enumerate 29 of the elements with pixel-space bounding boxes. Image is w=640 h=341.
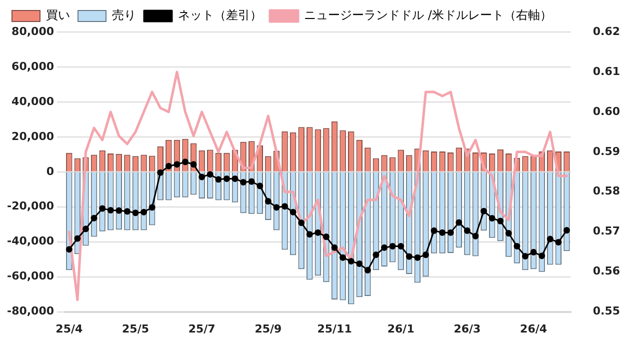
y2-tick-label: 0.60 [592, 104, 620, 118]
x-tick-label: 25/7 [188, 322, 216, 336]
x-tick-label: 26/3 [454, 322, 481, 336]
y-tick-label: 60,000 [12, 60, 54, 73]
legend-label: 買い [46, 8, 70, 22]
y-tick-label: 20,000 [12, 130, 54, 143]
y-tick-label: -60,000 [7, 270, 54, 283]
x-tick-label: 25/9 [254, 322, 282, 336]
y2-tick-label: 0.56 [592, 264, 620, 278]
y2-tick-label: 0.59 [592, 144, 620, 158]
y2-tick-label: 0.57 [592, 224, 620, 238]
x-tick-label: 25/4 [56, 322, 83, 336]
y2-tick-label: 0.58 [592, 184, 620, 198]
y-tick-label: 40,000 [12, 94, 54, 108]
x-tick-label: 25/11 [317, 322, 352, 336]
y-tick-label: 0 [46, 164, 54, 178]
y-tick-label: 80,000 [12, 24, 54, 38]
y-tick-label: -20,000 [7, 200, 54, 213]
legend-label: 売り [112, 8, 136, 22]
y2-tick-label: 0.62 [592, 24, 620, 38]
y-tick-label: -80,000 [7, 304, 54, 318]
x-tick-label: 25/5 [122, 322, 149, 336]
y-tick-label: -40,000 [7, 234, 54, 248]
x-tick-label: 26/4 [520, 322, 548, 336]
y2-tick-label: 0.55 [592, 304, 620, 318]
legend-label: ネット（差引） [178, 8, 262, 22]
x-tick-label: 26/1 [387, 322, 414, 336]
y2-tick-label: 0.61 [592, 64, 620, 78]
legend-label: ニュージーランドドル /米ドルレート（右軸） [304, 8, 552, 22]
